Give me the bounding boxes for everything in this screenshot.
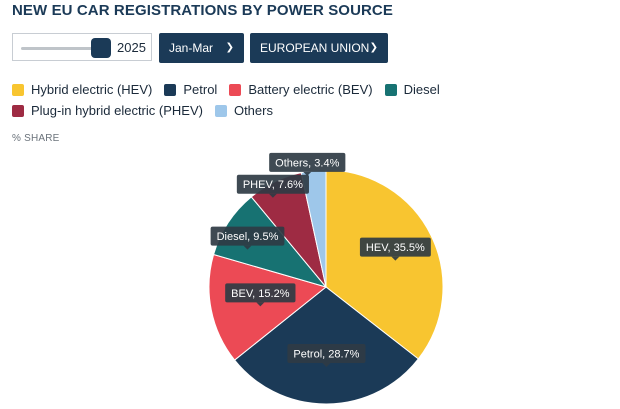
period-dropdown[interactable]: Jan-Mar ❯ [159,33,244,63]
legend-item-petrol[interactable]: Petrol [164,82,217,97]
data-label-text: BEV, 15.2% [231,288,290,300]
chart-legend: Hybrid electric (HEV) Petrol Battery ele… [12,82,618,118]
data-label-box [287,344,366,364]
data-label-phev: PHEV, 7.6% [236,174,309,198]
legend-item-phev[interactable]: Plug-in hybrid electric (PHEV) [12,103,203,118]
legend-swatch [384,83,397,96]
data-label-hev: HEV, 35.5% [359,237,431,261]
data-label-pointer [268,193,277,198]
data-label-box [225,283,296,303]
region-dropdown[interactable]: EUROPEAN UNION ❯ [250,33,388,63]
data-label-diesel: Diesel, 9.5% [210,226,285,250]
data-label-pointer [391,256,400,261]
legend-swatch [214,104,227,117]
legend-label: Hybrid electric (HEV) [31,82,153,97]
data-label-pointer [303,171,312,176]
legend-item-hev[interactable]: Hybrid electric (HEV) [12,82,152,97]
legend-item-diesel[interactable]: Diesel [384,82,440,97]
year-slider[interactable]: 2025 [12,33,152,61]
data-label-pointer [322,363,331,368]
unit-label: % SHARE [12,133,60,144]
legend-label: Petrol [183,82,218,97]
legend-item-others[interactable]: Others [214,103,273,118]
data-label-box [236,174,309,194]
chevron-down-icon: ❯ [369,42,378,53]
data-label-pointer [243,245,252,250]
data-label-box [359,237,431,257]
data-label-text: HEV, 35.5% [366,242,425,254]
legend-label: Plug-in hybrid electric (PHEV) [31,103,203,118]
legend-swatch [12,104,24,117]
data-label-bev: BEV, 15.2% [225,283,296,307]
legend-swatch [164,83,177,96]
legend-label: Diesel [403,82,440,97]
region-dropdown-label: EUROPEAN UNION [260,41,370,55]
pie-slice-hev[interactable] [325,169,444,360]
data-label-box [210,226,285,246]
data-label-text: Others, 3.4% [275,157,339,169]
legend-item-bev[interactable]: Battery electric (BEV) [229,82,373,97]
legend-label: Battery electric (BEV) [248,82,373,97]
pie-slice-bev[interactable] [208,253,328,361]
data-label-others: Others, 3.4% [269,152,346,176]
data-label-text: Diesel, 9.5% [217,231,279,243]
data-label-box [269,152,346,172]
year-label: 2025 [117,40,146,55]
data-label-petrol: Petrol, 28.7% [287,344,366,368]
legend-swatch [12,83,24,96]
chevron-down-icon: ❯ [225,42,234,53]
period-dropdown-label: Jan-Mar [169,41,214,55]
data-label-text: Petrol, 28.7% [293,349,359,361]
chart-title: NEW EU CAR REGISTRATIONS BY POWER SOURCE [12,2,393,19]
legend-swatch [229,83,242,96]
slider-thumb[interactable] [91,38,111,58]
data-label-text: PHEV, 7.6% [243,179,303,191]
data-label-pointer [256,302,265,307]
legend-label: Others [233,103,273,118]
slider-track[interactable] [21,47,103,50]
